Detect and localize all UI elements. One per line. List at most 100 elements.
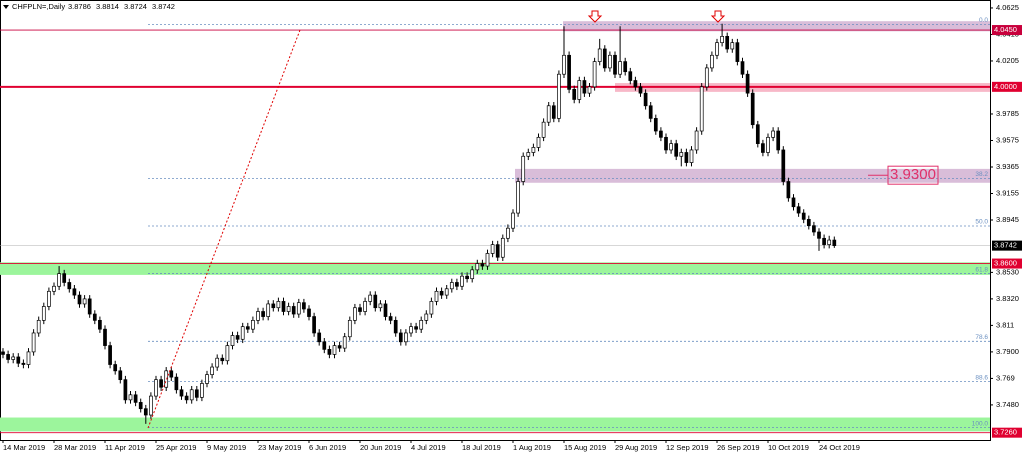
candle-body: [286, 306, 291, 312]
candle-body: [62, 273, 67, 283]
y-tick-label: 3.8320: [996, 294, 1019, 303]
candle-body: [648, 105, 653, 119]
y-tick-label: 3.7900: [996, 347, 1019, 356]
x-tick-label: 11 Apr 2019: [105, 443, 145, 452]
candle-body: [342, 336, 347, 349]
candle-body: [526, 152, 531, 157]
candle-body: [368, 294, 373, 302]
candle-body: [77, 294, 82, 305]
annotation-label: 3.9300: [890, 166, 936, 183]
candle-body: [210, 366, 214, 375]
candle-body: [87, 298, 92, 315]
candle-body: [500, 237, 505, 258]
candle-body: [404, 332, 408, 343]
y-tick-label: 3.769: [996, 373, 1015, 382]
price-tag: [992, 81, 1022, 92]
candle-body: [92, 313, 97, 321]
candle-body: [750, 92, 755, 126]
candle-body: [414, 326, 418, 330]
candle-body: [159, 379, 163, 388]
candle-body: [322, 341, 327, 350]
x-tick-label: 14 Mar 2019: [3, 443, 45, 452]
fib-label: 0.0: [979, 17, 988, 24]
candle-body: [659, 130, 663, 138]
x-tick-label: 15 Aug 2019: [564, 443, 606, 452]
candle-body: [806, 219, 811, 227]
candle-body: [475, 263, 480, 271]
annotation-box: [887, 165, 939, 185]
candle-body: [460, 275, 464, 287]
candle-body: [31, 332, 36, 353]
candle-body: [546, 105, 551, 123]
candle-body: [602, 48, 607, 69]
candle-body: [490, 244, 495, 254]
candle-body: [103, 328, 107, 346]
candle-body: [470, 269, 475, 280]
y-tick-label: 3.9155: [996, 188, 1019, 197]
candle-body: [363, 301, 367, 312]
price-tag-label: 3.7260: [994, 428, 1017, 437]
candle-body: [149, 395, 153, 416]
candle-body: [832, 239, 837, 246]
candle-body: [424, 313, 429, 321]
candle-body: [444, 288, 449, 296]
zone: [563, 21, 990, 32]
candle-body: [72, 288, 77, 296]
candle-body: [796, 206, 801, 214]
arrow-marker: [587, 10, 603, 23]
candle-body: [82, 298, 87, 305]
zone: [0, 417, 990, 432]
candle-body: [449, 282, 454, 290]
y-tick-label: 3.9575: [996, 135, 1019, 144]
candle-body: [781, 149, 786, 182]
candle-body: [307, 308, 311, 317]
candle-body: [398, 332, 403, 343]
fib-label: 78.6: [975, 334, 988, 341]
candle-body: [358, 307, 362, 312]
candle-body: [184, 395, 189, 401]
candle-body: [495, 244, 500, 258]
candle-body: [230, 335, 235, 346]
candle-body: [674, 143, 679, 157]
price-tag-label: 4.0000: [994, 82, 1017, 91]
menu-icon[interactable]: [3, 5, 9, 9]
candle-body: [761, 143, 765, 153]
candle-body: [725, 36, 730, 50]
candle-body: [1, 351, 5, 355]
fib-label: 50.0: [975, 219, 988, 226]
candle-body: [801, 212, 806, 220]
candle-body: [36, 319, 41, 334]
candle-body: [613, 54, 617, 75]
candle-body: [643, 92, 648, 107]
candle-body: [465, 275, 469, 280]
arrow-marker: [710, 10, 726, 23]
ohlc-value: 3.8786: [68, 2, 91, 11]
fib-label: 38.2: [975, 171, 988, 178]
candle-body: [276, 301, 281, 309]
candle-body: [786, 181, 791, 199]
candle-body: [755, 124, 760, 144]
candle-body: [710, 54, 714, 69]
candle-body: [393, 319, 398, 334]
candle-body: [536, 136, 541, 148]
candle-body: [669, 143, 673, 151]
candle-body: [312, 316, 316, 334]
candle-body: [776, 130, 781, 151]
price-tag: [992, 240, 1022, 251]
x-tick-label: 24 Oct 2019: [819, 443, 860, 452]
candle-body: [179, 389, 184, 397]
candle-body: [128, 394, 133, 401]
candle-body: [822, 237, 826, 245]
trend-line: [147, 29, 301, 429]
candle-body: [118, 370, 123, 381]
candle-body: [317, 332, 322, 343]
candle-body: [592, 61, 597, 88]
candle-body: [138, 402, 143, 410]
x-tick-label: 18 Jul 2019: [462, 443, 501, 452]
ohlc-value: 3.8742: [152, 2, 175, 11]
candle-body: [174, 376, 179, 391]
candle-body: [455, 282, 459, 287]
candle-body: [735, 42, 740, 62]
candle-body: [302, 302, 306, 310]
